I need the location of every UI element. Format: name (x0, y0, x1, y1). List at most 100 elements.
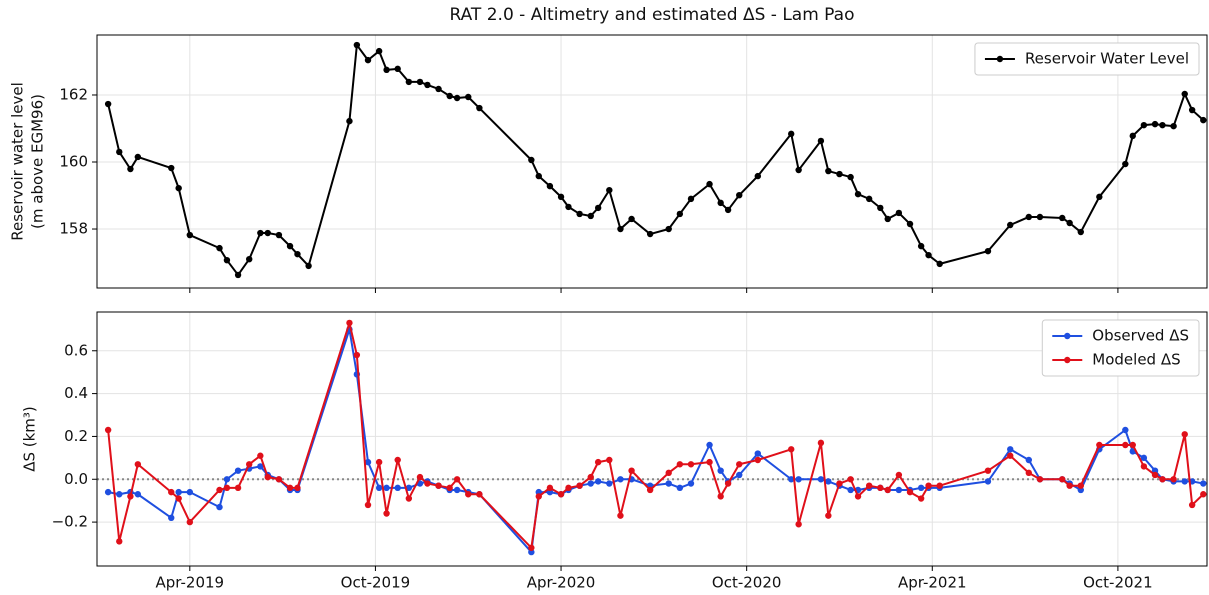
data-point (788, 476, 795, 483)
data-point (264, 229, 271, 237)
data-point (817, 476, 825, 483)
data-point (665, 225, 672, 233)
data-point (168, 514, 175, 522)
data-point (1122, 426, 1129, 434)
data-point (394, 484, 401, 492)
data-point (724, 480, 732, 487)
data-point (1159, 121, 1166, 129)
data-point (717, 467, 724, 474)
series-line (107, 321, 1204, 549)
data-point (1200, 491, 1207, 498)
data-point (394, 456, 401, 464)
data-point (865, 195, 873, 203)
data-point (383, 484, 390, 492)
data-point (847, 173, 854, 181)
data-point (576, 482, 583, 489)
data-point (257, 452, 264, 459)
x-tick-label: Oct-2020 (712, 574, 782, 592)
data-point (825, 478, 832, 485)
data-point (594, 204, 602, 212)
data-point (754, 450, 762, 457)
data-point (836, 480, 843, 487)
data-point (286, 242, 294, 250)
data-point (817, 439, 825, 447)
data-point (1200, 116, 1207, 124)
data-point (535, 493, 542, 500)
data-point (795, 476, 802, 483)
data-point (416, 78, 424, 86)
data-point (1025, 469, 1033, 477)
data-point (257, 229, 264, 237)
data-point (788, 446, 795, 453)
data-point (557, 491, 565, 498)
data-point (375, 484, 383, 492)
data-point (1140, 463, 1148, 470)
data-point (1077, 228, 1084, 236)
data-point (223, 476, 231, 483)
data-point (917, 484, 925, 492)
data-point (134, 491, 142, 498)
data-point (587, 473, 594, 481)
data-point (246, 255, 253, 263)
data-point (453, 94, 461, 102)
data-point (817, 137, 825, 145)
data-point (754, 456, 762, 464)
data-point (1059, 214, 1066, 222)
y-tick-label: 0.0 (64, 470, 88, 488)
data-point (134, 153, 142, 161)
series-line (107, 44, 1204, 276)
data-point (795, 521, 802, 528)
data-point (606, 456, 613, 464)
data-point (1077, 482, 1084, 489)
data-point (116, 491, 123, 498)
data-point (1188, 501, 1196, 509)
data-point (1170, 476, 1177, 483)
data-point (706, 180, 713, 188)
data-point (676, 210, 684, 218)
data-point (877, 204, 884, 212)
data-point (186, 518, 194, 526)
data-point (168, 488, 175, 496)
y-tick-label: 158 (59, 220, 88, 238)
data-point (453, 476, 461, 483)
data-point (825, 512, 832, 519)
x-tick-label: Apr-2020 (527, 574, 596, 592)
data-point (895, 471, 903, 479)
data-point (884, 486, 891, 494)
data-point (104, 488, 112, 496)
data-point (294, 484, 301, 492)
data-point (528, 156, 535, 164)
legend-frame (974, 42, 1200, 76)
data-point (216, 503, 223, 511)
data-point (687, 480, 695, 487)
data-point (546, 484, 554, 492)
x-tick-label: Apr-2021 (898, 574, 967, 592)
data-point (234, 467, 242, 474)
data-point (127, 165, 134, 173)
legend-label: Modeled ΔS (1092, 351, 1180, 369)
data-point (1122, 441, 1129, 449)
data-point (216, 486, 223, 494)
data-point (186, 231, 194, 239)
data-point (895, 209, 903, 217)
data-point (353, 351, 361, 359)
data-point (1181, 478, 1188, 485)
y-axis-label: ΔS (km³) (21, 406, 39, 472)
data-point (617, 512, 624, 519)
data-point (264, 473, 271, 481)
data-point (528, 544, 535, 551)
data-point (405, 78, 413, 86)
data-point (1066, 219, 1073, 227)
data-point (1181, 431, 1188, 438)
data-point (676, 461, 684, 468)
data-point (375, 458, 383, 466)
data-point (305, 262, 312, 270)
data-point (687, 195, 695, 203)
data-point (565, 484, 572, 492)
data-point (936, 482, 943, 489)
data-point (836, 170, 843, 178)
data-point (754, 172, 762, 180)
data-point (465, 491, 472, 498)
data-point (1059, 476, 1066, 483)
data-point (847, 476, 854, 483)
